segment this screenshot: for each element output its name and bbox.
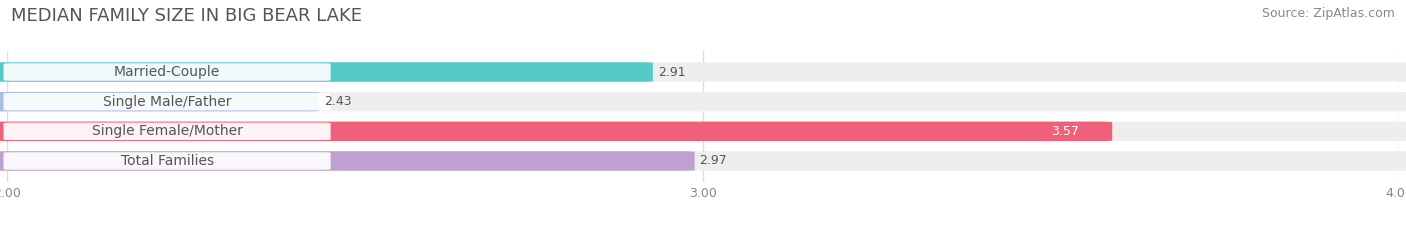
- FancyBboxPatch shape: [0, 151, 1406, 171]
- Text: Married-Couple: Married-Couple: [114, 65, 221, 79]
- Text: 3.57: 3.57: [1050, 125, 1078, 138]
- FancyBboxPatch shape: [0, 122, 1112, 141]
- Text: 2.43: 2.43: [323, 95, 352, 108]
- FancyBboxPatch shape: [4, 63, 330, 81]
- FancyBboxPatch shape: [4, 152, 330, 170]
- Text: Single Female/Mother: Single Female/Mother: [91, 124, 243, 138]
- Text: 2.91: 2.91: [658, 65, 685, 79]
- FancyBboxPatch shape: [0, 92, 1406, 111]
- FancyBboxPatch shape: [4, 123, 330, 140]
- Text: MEDIAN FAMILY SIZE IN BIG BEAR LAKE: MEDIAN FAMILY SIZE IN BIG BEAR LAKE: [11, 7, 363, 25]
- Text: Total Families: Total Families: [121, 154, 214, 168]
- Text: Source: ZipAtlas.com: Source: ZipAtlas.com: [1261, 7, 1395, 20]
- FancyBboxPatch shape: [0, 62, 652, 82]
- FancyBboxPatch shape: [0, 92, 319, 111]
- Text: 2.97: 2.97: [700, 154, 727, 168]
- FancyBboxPatch shape: [0, 151, 695, 171]
- FancyBboxPatch shape: [4, 93, 330, 110]
- Text: Single Male/Father: Single Male/Father: [103, 95, 232, 109]
- FancyBboxPatch shape: [0, 62, 1406, 82]
- FancyBboxPatch shape: [0, 122, 1406, 141]
